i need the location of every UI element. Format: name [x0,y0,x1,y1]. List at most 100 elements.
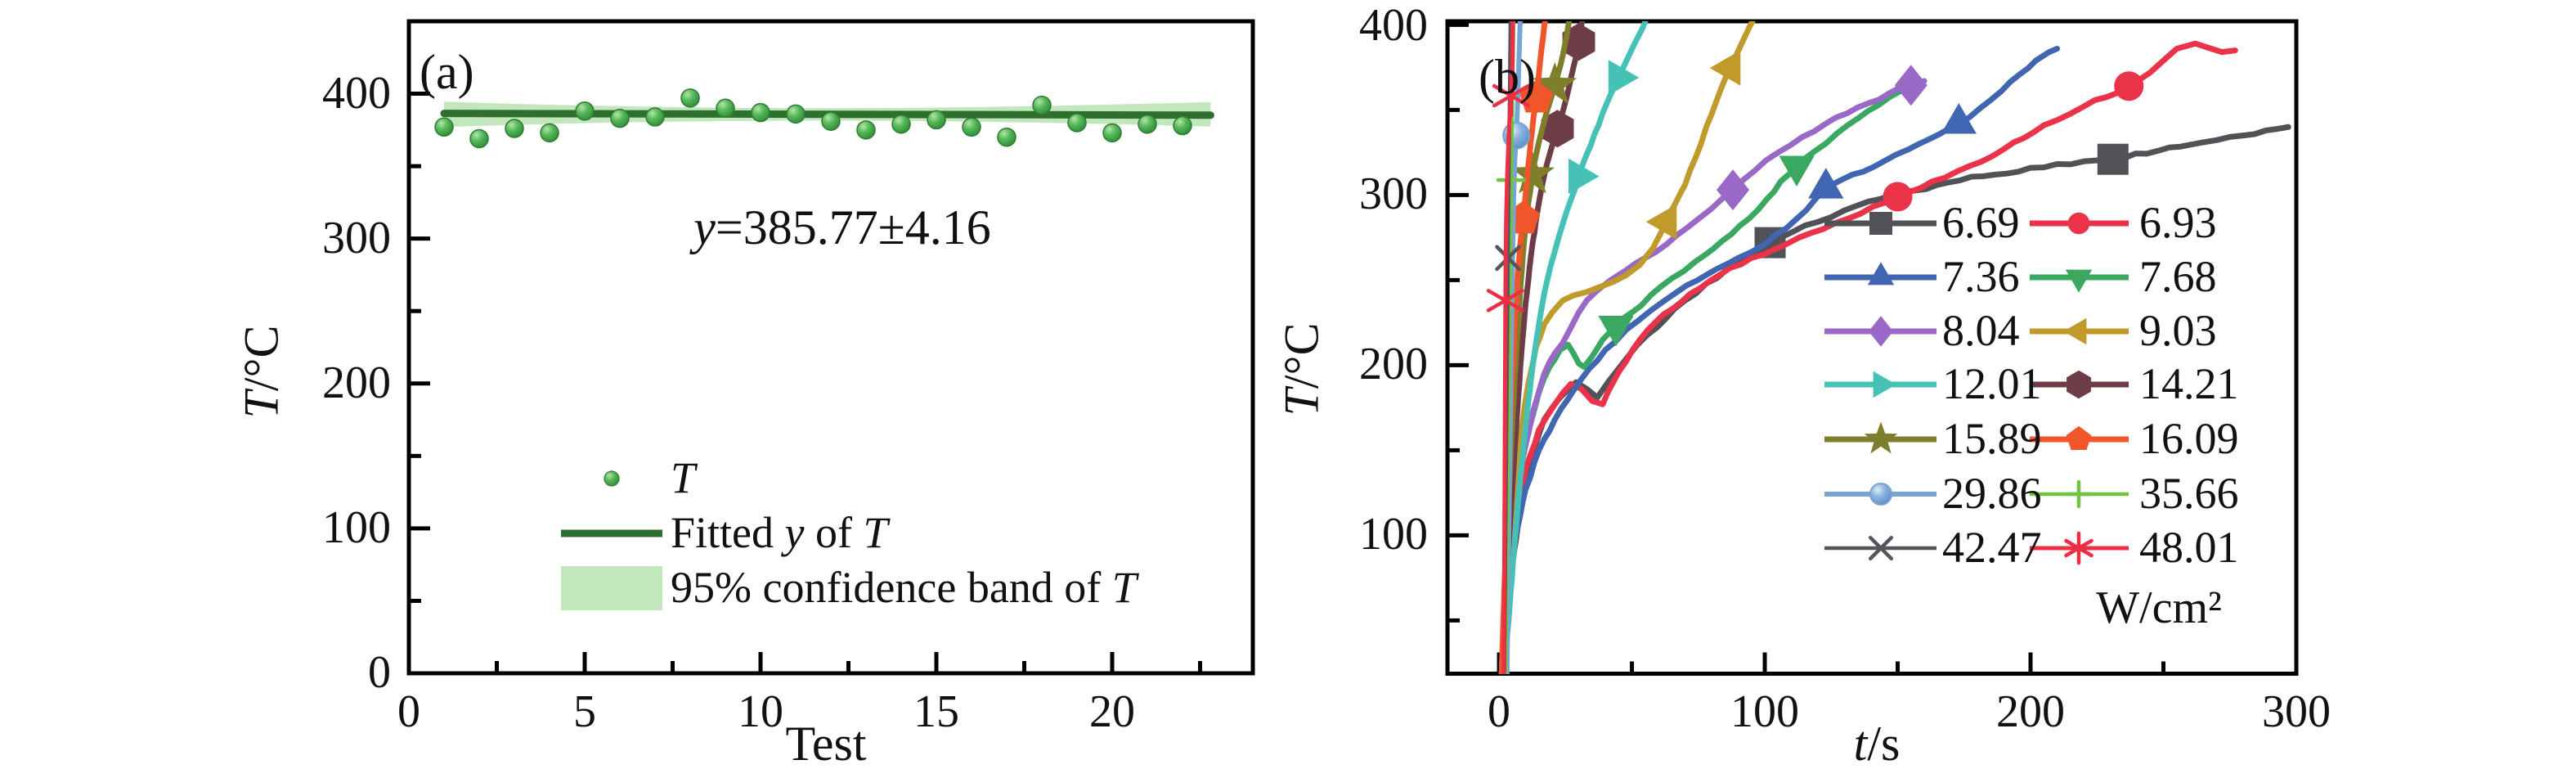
legend-swatch-marker-29.86 [1869,483,1892,506]
panel-b-x-axis-label: t/s [1853,717,1901,771]
scatter-point [927,110,946,130]
panel-a-legend-label-T: T [671,453,696,502]
legend-value-12.01: 12.01 [1942,359,2042,408]
panel-a-x-tick-10: 10 [738,686,783,737]
series-curve-6.93 [1498,40,2238,674]
panel-b-x-tick-200: 200 [1996,686,2065,737]
legend-swatch-marker-8.04 [1869,316,1893,347]
scatter-point [1032,95,1052,115]
scatter-point [962,117,981,137]
legend-value-6.93: 6.93 [2139,198,2217,247]
series-marker-12.01 [1608,60,1640,96]
series-marker-8.04 [1717,169,1750,211]
series-marker-9.03 [1645,204,1677,240]
panel-b-border [1445,19,2299,676]
panel-b-y-tick-100: 100 [1359,509,1428,560]
series-marker-8.04 [1894,65,1928,106]
panel-b-legend [1824,212,2129,565]
scatter-point [1067,113,1087,133]
series-marker-7.36 [1808,168,1844,199]
scatter-point [680,88,700,108]
series-curve-48.01 [1501,21,1515,674]
series-marker-7.68 [1598,316,1634,347]
legend-value-7.68: 7.68 [2139,252,2217,301]
panel-b-y-tick-200: 200 [1359,339,1428,389]
series-marker-7.36 [1941,103,1977,134]
legend-value-15.89: 15.89 [1942,414,2042,463]
legend-value-16.09: 16.09 [2139,414,2239,463]
panel-a-y-tick-200: 200 [322,358,391,408]
panel-a-plot [434,88,1214,149]
legend-swatch-marker-15.89 [1864,421,1898,454]
panel-b-x-tick-0: 0 [1488,686,1510,737]
scatter-point [1173,115,1192,136]
scatter-point [751,102,770,123]
panel-a-axes [406,19,1255,676]
series-marker-12.01 [1568,158,1600,195]
scatter-point [645,107,665,127]
scatter-point [610,108,630,128]
panel-b-axes [1445,19,2299,676]
legend-band-swatch [561,566,662,610]
legend-dot-swatch [604,470,620,487]
series-marker-48.01 [1492,83,1531,108]
scatter-point [786,104,806,124]
panel-a-x-axis-label: Test [785,717,867,771]
panel-a-tag: (a) [420,45,474,99]
legend-value-8.04: 8.04 [1942,306,2020,355]
legend-swatch-marker-14.21 [2067,370,2091,399]
legend-unit-label: W/cm² [2096,582,2222,633]
panel-b-y-tick-300: 300 [1359,169,1428,219]
scatter-point [891,114,911,134]
legend-swatch-marker-12.01 [1873,371,1896,398]
scatter-point [505,119,524,138]
panel-b-x-tick-300: 300 [2262,686,2331,737]
legend-value-48.01: 48.01 [2139,523,2239,572]
series-marker-15.89 [1533,61,1577,105]
scatter-point [540,123,559,143]
scatter-point [434,117,454,137]
scatter-point [575,101,595,121]
panel-a-border [406,19,1255,676]
series-marker-9.03 [1709,50,1741,86]
panel-b-x-tick-100: 100 [1730,686,1799,737]
legend-swatch-marker-48.01 [2064,538,2094,558]
legend-value-6.69: 6.69 [1942,198,2020,247]
scatter-point [1138,114,1157,134]
series-marker-6.69 [2097,143,2129,175]
scatter-point [1102,123,1122,143]
scatter-point [856,120,876,140]
legend-swatch-marker-6.93 [2067,212,2090,235]
panel-a-annotation: y=385.77±4.16 [693,200,991,254]
legend-swatch-marker-7.36 [1867,262,1895,286]
panel-a-x-tick-20: 20 [1089,686,1135,737]
panel-a-legend-label-fitted: Fitted y of T [671,508,888,557]
panel-a-legend-label-band: 95% confidence band of T [671,563,1137,612]
series-marker-14.21 [1541,110,1574,148]
panel-b-plot [1486,21,2291,674]
series-marker-7.68 [1779,155,1815,187]
panel-a-x-tick-5: 5 [573,686,596,737]
scatter-point [716,98,735,119]
scatter-point [821,111,841,131]
series-curve-12.01 [1501,21,1649,674]
series-curve-9.03 [1498,21,1756,674]
series-marker-42.47 [1495,245,1521,272]
panel-b-tag: (b) [1479,50,1536,104]
panel-a-y-tick-300: 300 [322,213,391,263]
legend-swatch-marker-6.69 [1869,212,1892,235]
panel-a-y-tick-400: 400 [322,68,391,119]
panel-a-y-tick-100: 100 [322,502,391,553]
panel-a-y-tick-0: 0 [368,647,391,698]
panel-b-y-axis-label: T/°C [1274,322,1329,416]
legend-value-35.66: 35.66 [2139,469,2239,518]
legend-value-9.03: 9.03 [2139,306,2217,355]
legend-value-29.86: 29.86 [1942,469,2042,518]
legend-swatch-marker-42.47 [1868,535,1894,561]
panel-a-y-axis-label: T/°C [234,325,289,419]
legend-value-14.21: 14.21 [2139,359,2239,408]
panel-a-legend [561,470,662,610]
scatter-point [469,128,489,149]
